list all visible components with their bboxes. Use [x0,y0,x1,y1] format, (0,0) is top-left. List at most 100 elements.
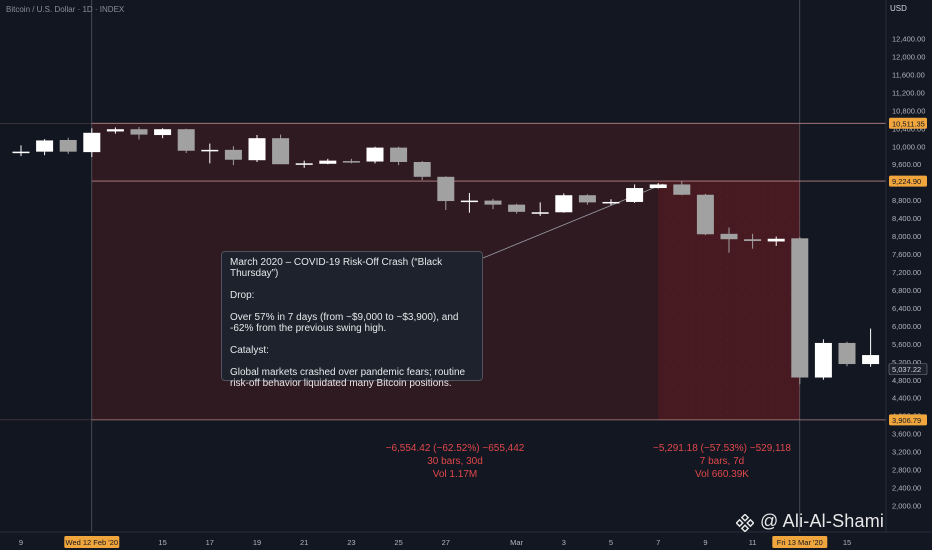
range-dot [672,384,674,386]
range-dot [789,258,791,260]
range-dot [789,321,791,323]
y-tick-label: 2,800.00 [892,466,921,475]
range-dot [699,186,701,188]
range-dot [735,231,737,233]
range-dot [699,321,701,323]
y-tick-label: 12,400.00 [892,35,925,44]
range-dot [762,330,764,332]
range-dot [798,222,800,224]
range-dot [753,366,755,368]
range-dot [771,276,773,278]
range-dot [744,276,746,278]
range-dot [744,303,746,305]
range-dot [753,330,755,332]
range-dot [789,213,791,215]
price-label: 9,224.90 [892,177,921,186]
price-label: 10,511.35 [892,119,925,128]
range-dot [762,375,764,377]
range-dot [762,366,764,368]
range-dot [762,294,764,296]
range-dot [672,321,674,323]
range-dot [780,294,782,296]
y-tick-label: 3,200.00 [892,448,921,457]
range-dot [798,195,800,197]
range-dot [798,186,800,188]
range-dot [726,222,728,224]
range-dot [672,285,674,287]
range-dot [717,276,719,278]
range-dot [663,294,665,296]
range-dot [699,294,701,296]
range-dot [681,375,683,377]
range-dot [726,303,728,305]
range-dot [726,204,728,206]
range-dot [771,285,773,287]
range-dot [699,393,701,395]
range-dot [717,321,719,323]
range-dot [717,258,719,260]
x-tick-label: 7 [656,538,660,547]
range-dot [780,276,782,278]
range-dot [681,321,683,323]
range-dot [789,276,791,278]
range-dot [699,402,701,404]
range-dot [771,321,773,323]
range-dot [780,375,782,377]
range-dot [699,303,701,305]
range-dot [708,276,710,278]
range-dot [744,375,746,377]
range-dot [789,186,791,188]
range-dot [663,240,665,242]
candle [83,132,101,153]
range-dot [780,213,782,215]
range-dot [672,357,674,359]
candle [130,129,148,135]
range-dot [744,348,746,350]
range-dot [672,348,674,350]
range-dot [789,348,791,350]
range-dot [762,348,764,350]
range-dot [699,330,701,332]
y-tick-label: 10,000.00 [892,142,925,151]
range-dot [735,312,737,314]
range-dot [780,258,782,260]
range-dot [681,267,683,269]
range-dot [753,357,755,359]
range-dot [762,393,764,395]
y-tick-label: 6,000.00 [892,322,921,331]
range-dot [735,375,737,377]
range-dot [663,195,665,197]
range-dot [699,366,701,368]
range-dot [708,402,710,404]
time-axis [0,532,932,550]
range-dot [690,339,692,341]
y-tick-label: 7,200.00 [892,268,921,277]
range-dot [699,312,701,314]
range-dot [789,411,791,413]
range-dot [798,393,800,395]
range-dot [744,393,746,395]
range-dot [726,348,728,350]
y-tick-label: 2,400.00 [892,484,921,493]
annotation-box[interactable]: March 2020 – COVID-19 Risk-Off Crash (“B… [221,251,483,389]
range-dot [762,213,764,215]
candle [36,140,54,152]
range-dot [771,339,773,341]
range-dot [690,213,692,215]
range-dot [744,321,746,323]
range-dot [744,402,746,404]
y-tick-label: 8,400.00 [892,214,921,223]
range-dot [672,330,674,332]
range-dot [717,285,719,287]
x-tick-label: 11 [749,538,757,547]
price-range-area [658,181,800,420]
range-dot [681,384,683,386]
candle [12,151,30,154]
currency-label[interactable]: USD [890,4,930,16]
annotation-catalyst-text: Global markets crashed over pandemic fea… [230,367,466,389]
range-dot [672,402,674,404]
range-dot [789,231,791,233]
candle [508,204,526,212]
range-dot [717,339,719,341]
range-dot [681,339,683,341]
